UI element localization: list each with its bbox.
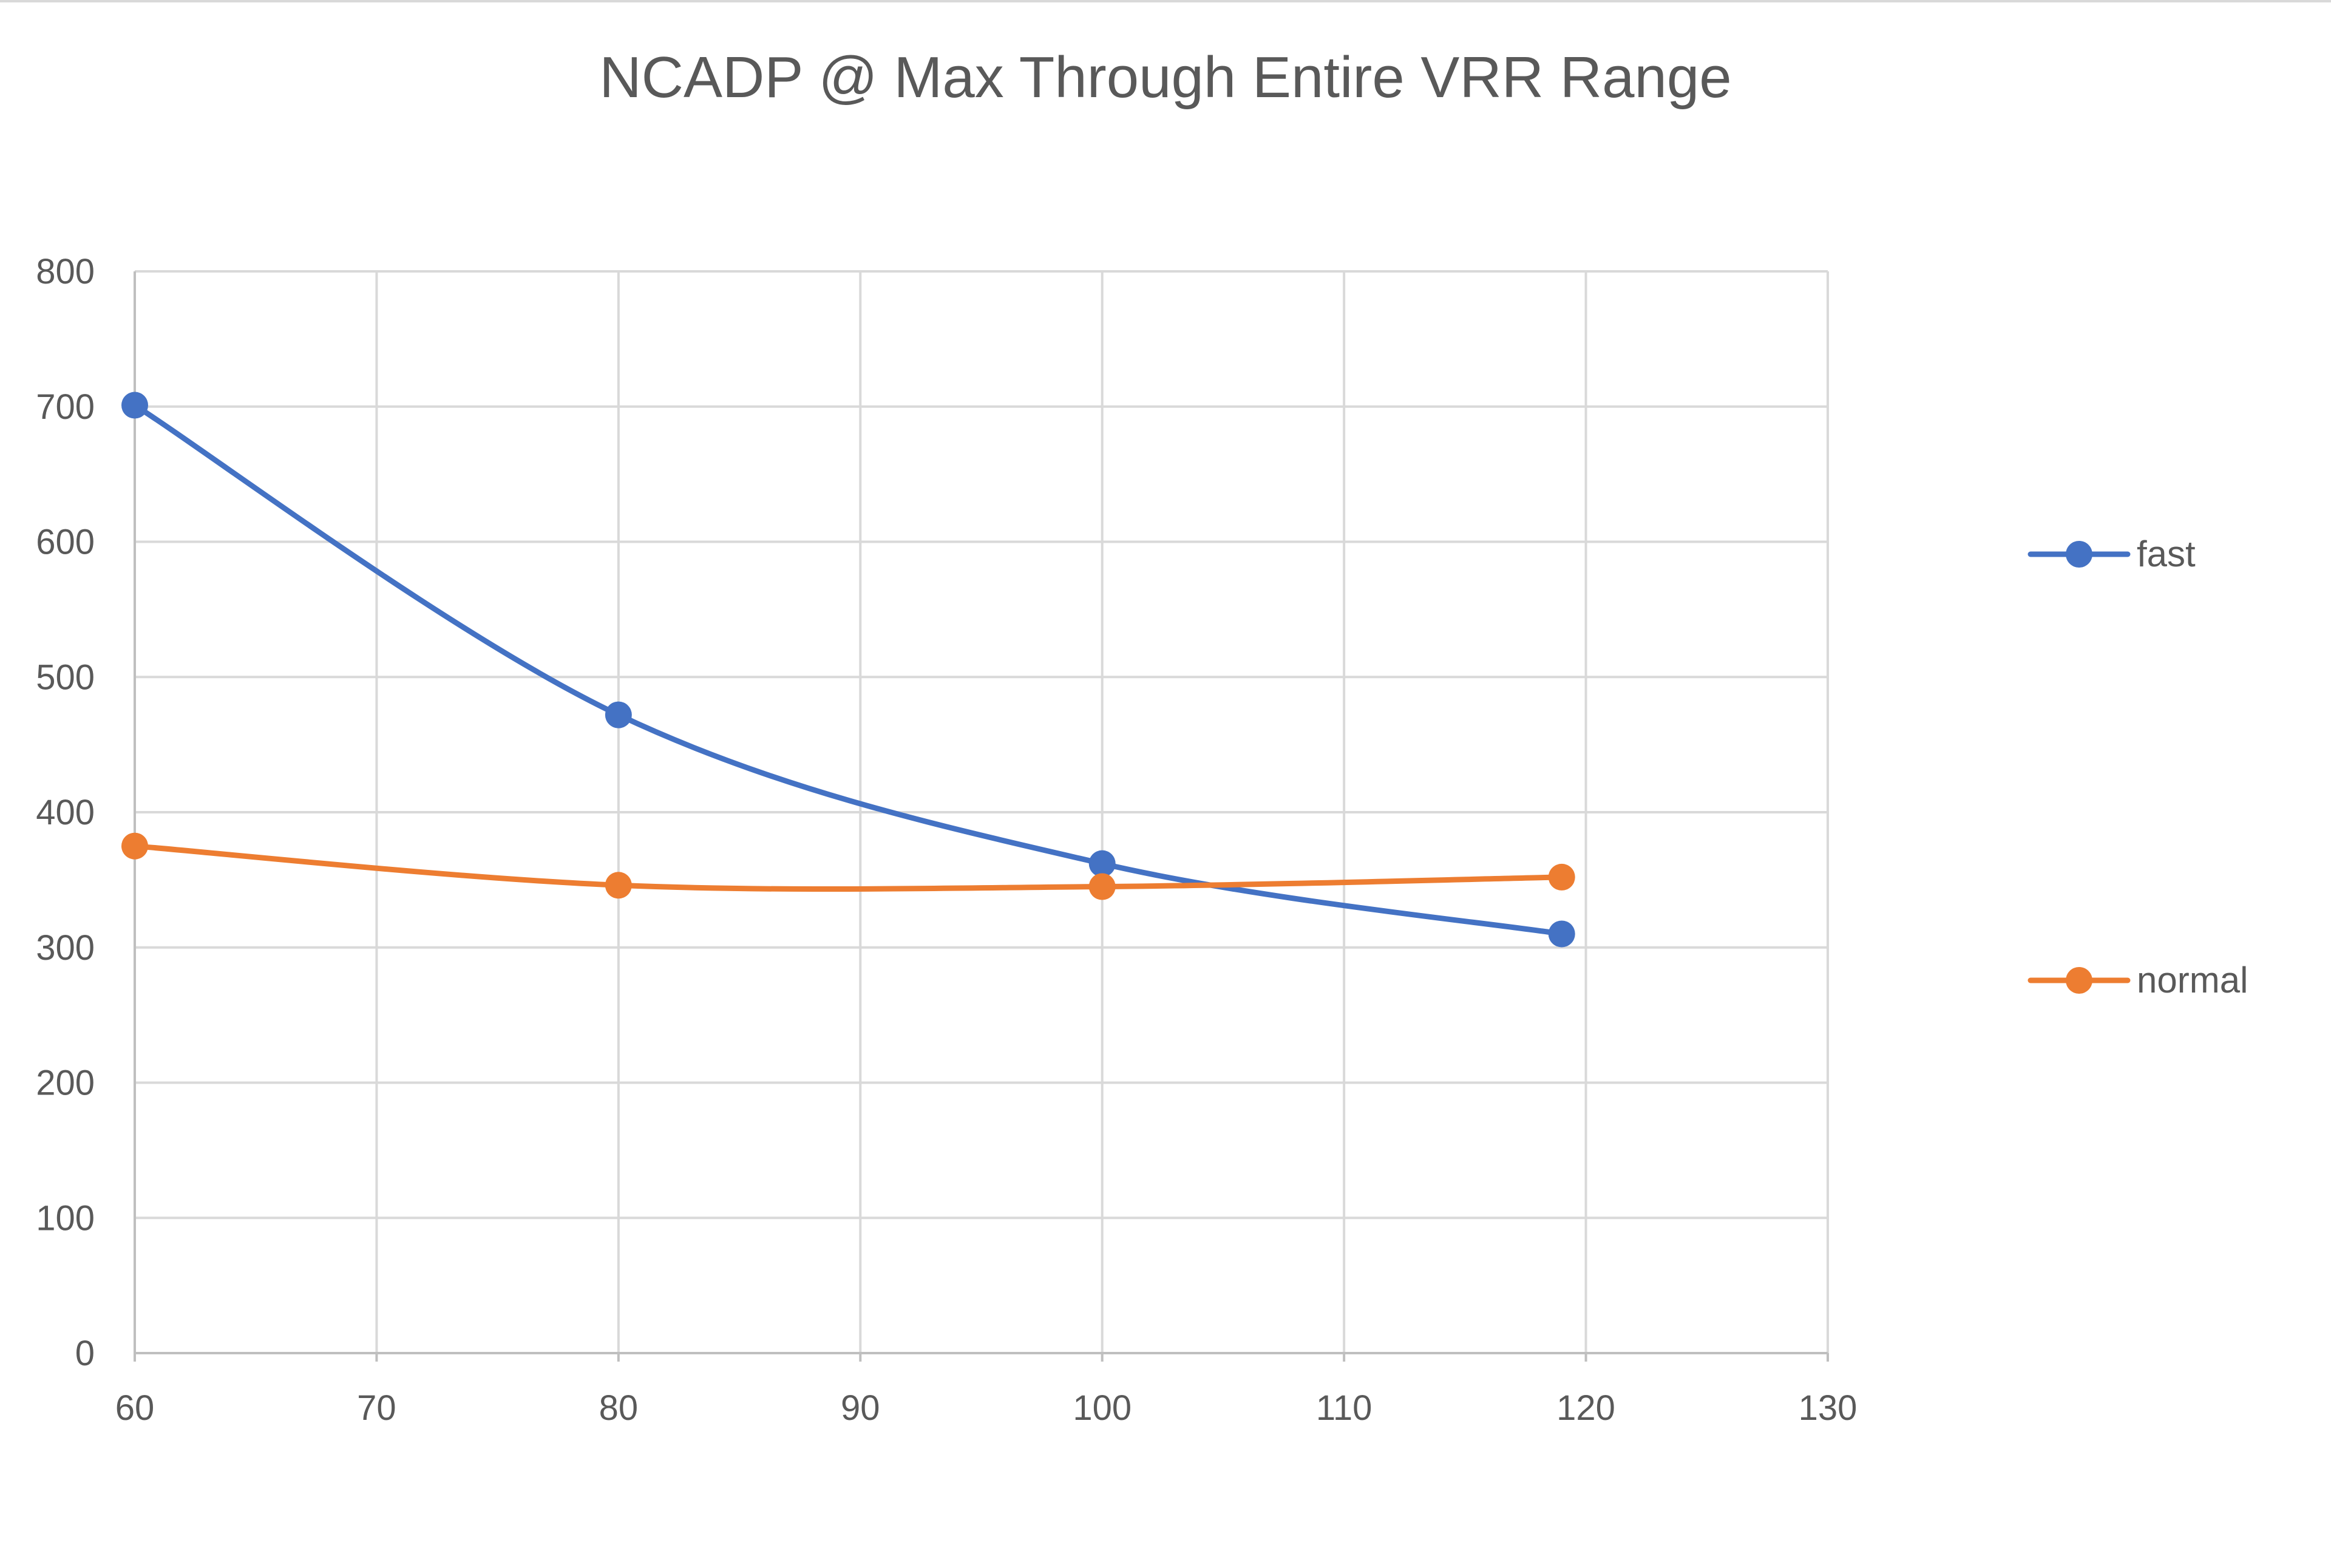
y-tick-label-200: 200 (36, 1064, 95, 1103)
y-tick-label-400: 400 (36, 793, 95, 832)
legend-marker-normal (2066, 967, 2092, 994)
data-point-fast-60 (121, 392, 148, 419)
data-point-fast-80 (605, 701, 632, 728)
data-point-fast-119 (1548, 920, 1575, 948)
x-tick-label-80: 80 (599, 1388, 639, 1428)
x-tick-label-130: 130 (1799, 1388, 1858, 1428)
legend: fast normal (2027, 534, 2248, 1000)
y-tick-label-800: 800 (36, 252, 95, 291)
x-tick-label-70: 70 (357, 1388, 396, 1428)
x-tick-label-110: 110 (1316, 1388, 1372, 1428)
y-tick-label-600: 600 (36, 523, 95, 562)
x-tick-label-60: 60 (115, 1388, 155, 1428)
y-tick-label-100: 100 (36, 1198, 95, 1238)
x-tick-label-90: 90 (841, 1388, 880, 1428)
legend-label-normal: normal (2137, 960, 2248, 1000)
series-normal (121, 832, 1575, 900)
legend-label-fast: fast (2137, 534, 2196, 574)
data-point-fast-100 (1088, 850, 1116, 877)
y-tick-label-0: 0 (75, 1334, 95, 1373)
data-point-normal-60 (121, 832, 148, 860)
data-point-normal-80 (605, 872, 632, 899)
series-fast (121, 392, 1575, 948)
x-tick-label-120: 120 (1556, 1388, 1615, 1428)
legend-item-normal: normal (2027, 960, 2248, 1000)
y-tick-label-500: 500 (36, 657, 95, 697)
x-tick-label-100: 100 (1073, 1388, 1132, 1428)
series-line-normal (132, 843, 1565, 892)
chart-title: NCADP @ Max Through Entire VRR Range (599, 45, 1731, 110)
data-point-normal-119 (1548, 863, 1575, 891)
tick-labels: 0 100 200 300 400 500 600 700 800 60 70 80 90 100 110 1… (36, 252, 1857, 1428)
legend-marker-fast (2066, 541, 2092, 568)
axes (134, 271, 1829, 1362)
data-series (121, 392, 1575, 948)
data-point-normal-100 (1088, 873, 1116, 900)
y-tick-label-300: 300 (36, 928, 95, 968)
y-tick-label-700: 700 (36, 387, 95, 427)
grid-lines (135, 270, 1829, 1353)
legend-item-fast: fast (2027, 534, 2196, 574)
series-line-fast (132, 402, 1565, 937)
